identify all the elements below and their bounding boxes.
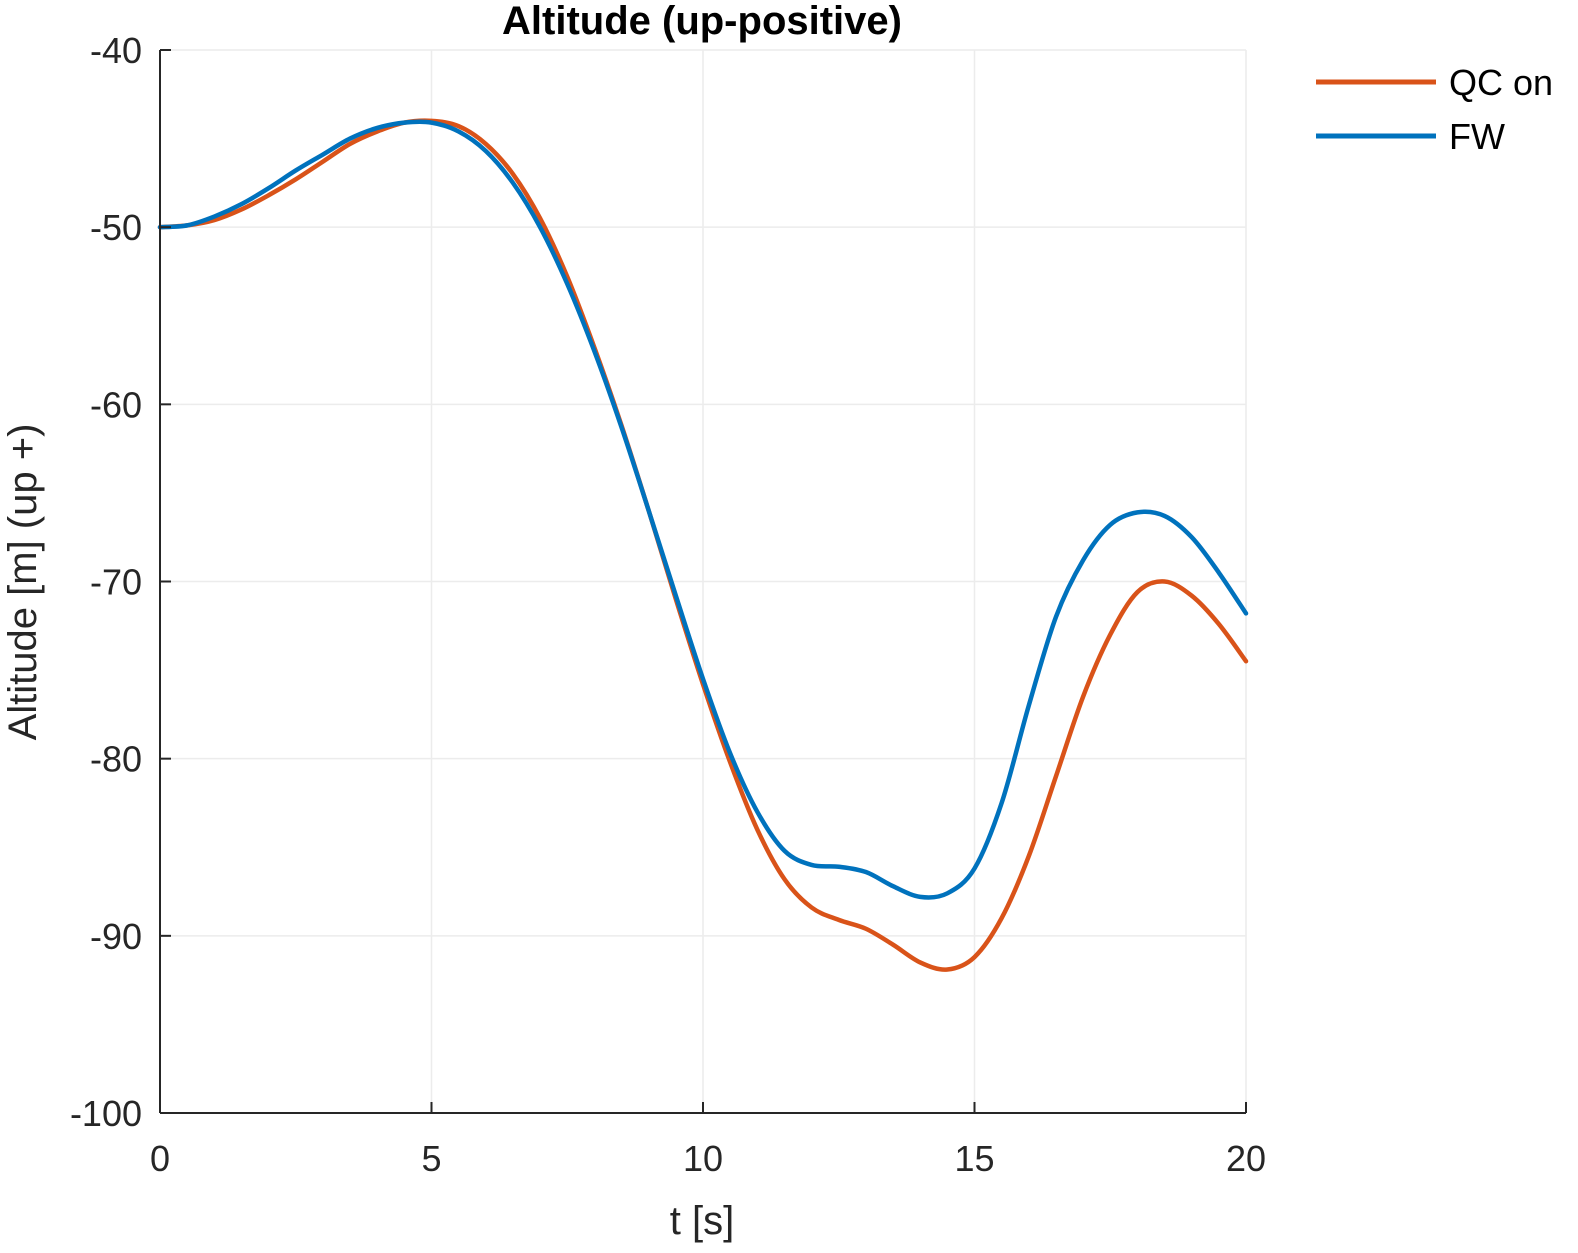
y-tick-label: -100: [70, 1093, 142, 1134]
y-tick-label: -80: [90, 739, 142, 780]
legend: QC on FW: [1316, 62, 1553, 157]
legend-label-fw: FW: [1449, 116, 1505, 157]
x-tick-label: 15: [954, 1138, 994, 1179]
grid-lines: [159, 49, 1247, 1114]
y-axis-label: Altitude [m] (up +): [1, 424, 45, 741]
legend-label-qc-on: QC on: [1449, 62, 1553, 103]
axes: [159, 49, 1247, 1114]
series-layer: [157, 118, 1249, 972]
y-tick-label: -50: [90, 207, 142, 248]
y-tick-label: -40: [90, 30, 142, 71]
y-tick-label: -60: [90, 384, 142, 425]
x-tick-label: 0: [150, 1138, 170, 1179]
x-tick-label: 10: [683, 1138, 723, 1179]
chart-title: Altitude (up-positive): [502, 0, 902, 43]
series-line-fw: [157, 119, 1249, 900]
x-axis-label: t [s]: [670, 1199, 734, 1243]
x-tick-label: 20: [1226, 1138, 1266, 1179]
tick-labels: 0 5 10 15 20 -40 -50 -60 -70 -80 -90 -100: [70, 30, 1266, 1179]
x-tick-label: 5: [421, 1138, 441, 1179]
y-tick-label: -90: [90, 916, 142, 957]
y-tick-label: -70: [90, 562, 142, 603]
